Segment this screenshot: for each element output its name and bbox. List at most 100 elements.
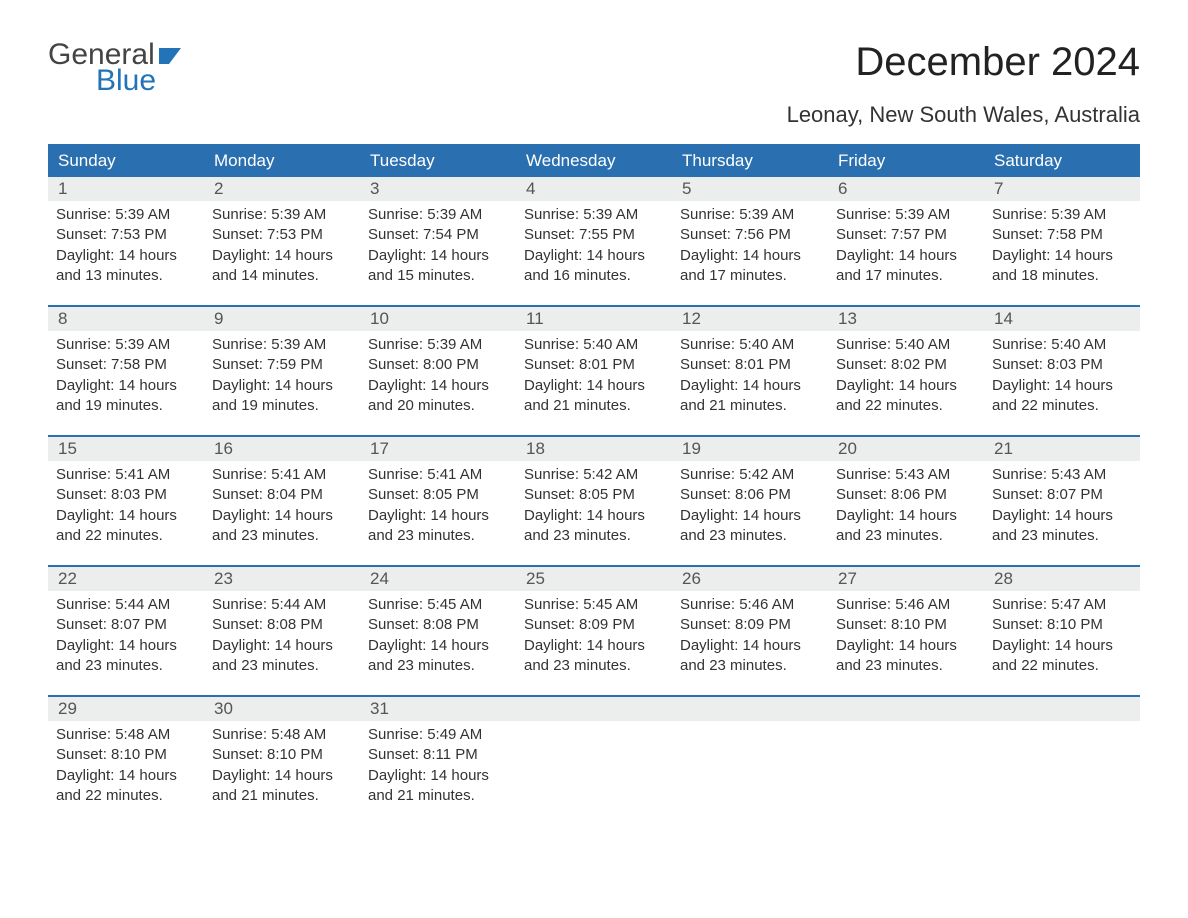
day-sunset: Sunset: 7:55 PM (524, 225, 664, 245)
day-sunset: Sunset: 8:05 PM (524, 485, 664, 505)
day-details: Sunrise: 5:48 AMSunset: 8:10 PMDaylight:… (204, 721, 360, 806)
calendar-day (828, 697, 984, 825)
day-number: 1 (48, 177, 204, 201)
day-dl1: Daylight: 14 hours (680, 636, 820, 656)
day-details: Sunrise: 5:40 AMSunset: 8:01 PMDaylight:… (672, 331, 828, 416)
calendar-day: 3Sunrise: 5:39 AMSunset: 7:54 PMDaylight… (360, 177, 516, 305)
day-number: 10 (360, 307, 516, 331)
day-number: 9 (204, 307, 360, 331)
day-dl1: Daylight: 14 hours (212, 766, 352, 786)
day-dl2: and 18 minutes. (992, 266, 1132, 286)
day-number: 17 (360, 437, 516, 461)
day-sunrise: Sunrise: 5:45 AM (524, 595, 664, 615)
day-details: Sunrise: 5:39 AMSunset: 7:55 PMDaylight:… (516, 201, 672, 286)
day-sunset: Sunset: 8:06 PM (836, 485, 976, 505)
day-dl1: Daylight: 14 hours (368, 506, 508, 526)
calendar-day: 7Sunrise: 5:39 AMSunset: 7:58 PMDaylight… (984, 177, 1140, 305)
day-sunset: Sunset: 8:03 PM (992, 355, 1132, 375)
day-details: Sunrise: 5:43 AMSunset: 8:06 PMDaylight:… (828, 461, 984, 546)
day-number: 19 (672, 437, 828, 461)
calendar-day: 6Sunrise: 5:39 AMSunset: 7:57 PMDaylight… (828, 177, 984, 305)
day-details: Sunrise: 5:41 AMSunset: 8:03 PMDaylight:… (48, 461, 204, 546)
days-of-week-row: Sunday Monday Tuesday Wednesday Thursday… (48, 145, 1140, 177)
day-details: Sunrise: 5:45 AMSunset: 8:08 PMDaylight:… (360, 591, 516, 676)
day-number: 26 (672, 567, 828, 591)
calendar-day: 13Sunrise: 5:40 AMSunset: 8:02 PMDayligh… (828, 307, 984, 435)
day-sunrise: Sunrise: 5:39 AM (992, 205, 1132, 225)
calendar-day (984, 697, 1140, 825)
day-number: 25 (516, 567, 672, 591)
day-sunrise: Sunrise: 5:41 AM (212, 465, 352, 485)
day-sunset: Sunset: 7:56 PM (680, 225, 820, 245)
day-dl2: and 19 minutes. (56, 396, 196, 416)
day-sunset: Sunset: 8:05 PM (368, 485, 508, 505)
day-sunrise: Sunrise: 5:46 AM (836, 595, 976, 615)
day-dl2: and 22 minutes. (992, 656, 1132, 676)
calendar-day: 10Sunrise: 5:39 AMSunset: 8:00 PMDayligh… (360, 307, 516, 435)
day-dl1: Daylight: 14 hours (992, 246, 1132, 266)
day-details: Sunrise: 5:40 AMSunset: 8:03 PMDaylight:… (984, 331, 1140, 416)
day-dl2: and 23 minutes. (368, 656, 508, 676)
day-details: Sunrise: 5:46 AMSunset: 8:09 PMDaylight:… (672, 591, 828, 676)
day-sunrise: Sunrise: 5:39 AM (680, 205, 820, 225)
day-sunrise: Sunrise: 5:44 AM (212, 595, 352, 615)
calendar-day: 31Sunrise: 5:49 AMSunset: 8:11 PMDayligh… (360, 697, 516, 825)
day-dl2: and 23 minutes. (680, 656, 820, 676)
calendar-day: 26Sunrise: 5:46 AMSunset: 8:09 PMDayligh… (672, 567, 828, 695)
day-sunrise: Sunrise: 5:42 AM (524, 465, 664, 485)
day-sunset: Sunset: 8:08 PM (368, 615, 508, 635)
day-dl2: and 15 minutes. (368, 266, 508, 286)
day-details: Sunrise: 5:45 AMSunset: 8:09 PMDaylight:… (516, 591, 672, 676)
day-details: Sunrise: 5:39 AMSunset: 7:57 PMDaylight:… (828, 201, 984, 286)
day-sunset: Sunset: 8:08 PM (212, 615, 352, 635)
day-sunrise: Sunrise: 5:40 AM (524, 335, 664, 355)
day-details: Sunrise: 5:39 AMSunset: 7:56 PMDaylight:… (672, 201, 828, 286)
day-sunrise: Sunrise: 5:40 AM (836, 335, 976, 355)
day-dl1: Daylight: 14 hours (524, 246, 664, 266)
day-sunrise: Sunrise: 5:40 AM (680, 335, 820, 355)
calendar-week: 1 Sunrise: 5:39 AM Sunset: 7:53 PM Daylight… (48, 177, 1140, 305)
day-sunrise: Sunrise: 5:48 AM (212, 725, 352, 745)
calendar-day: 12Sunrise: 5:40 AMSunset: 8:01 PMDayligh… (672, 307, 828, 435)
day-details (516, 721, 672, 795)
day-sunset: Sunset: 8:00 PM (368, 355, 508, 375)
day-number: 20 (828, 437, 984, 461)
day-number: 31 (360, 697, 516, 721)
day-dl1: Daylight: 14 hours (212, 376, 352, 396)
logo-flag-icon (159, 40, 187, 70)
dow-monday: Monday (204, 145, 360, 177)
calendar-week: 29Sunrise: 5:48 AMSunset: 8:10 PMDayligh… (48, 695, 1140, 825)
location-text: Leonay, New South Wales, Australia (48, 102, 1140, 128)
logo: General Blue (48, 40, 187, 96)
day-sunrise: Sunrise: 5:41 AM (56, 465, 196, 485)
day-sunrise: Sunrise: 5:39 AM (212, 335, 352, 355)
day-dl2: and 13 minutes. (56, 266, 196, 286)
day-dl1: Daylight: 14 hours (836, 376, 976, 396)
calendar-day: 8Sunrise: 5:39 AMSunset: 7:58 PMDaylight… (48, 307, 204, 435)
day-dl2: and 22 minutes. (56, 786, 196, 806)
day-sunset: Sunset: 8:01 PM (524, 355, 664, 375)
calendar-week: 8Sunrise: 5:39 AMSunset: 7:58 PMDaylight… (48, 305, 1140, 435)
day-sunset: Sunset: 8:09 PM (524, 615, 664, 635)
day-dl2: and 23 minutes. (368, 526, 508, 546)
day-dl1: Daylight: 14 hours (524, 636, 664, 656)
day-number: 15 (48, 437, 204, 461)
day-sunset: Sunset: 8:09 PM (680, 615, 820, 635)
day-dl1: Daylight: 14 hours (992, 376, 1132, 396)
day-dl2: and 20 minutes. (368, 396, 508, 416)
day-dl1: Daylight: 14 hours (836, 506, 976, 526)
day-sunrise: Sunrise: 5:39 AM (56, 335, 196, 355)
day-details: Sunrise: 5:42 AMSunset: 8:06 PMDaylight:… (672, 461, 828, 546)
day-number (984, 697, 1140, 721)
dow-wednesday: Wednesday (516, 145, 672, 177)
day-dl1: Daylight: 14 hours (836, 636, 976, 656)
day-dl1: Daylight: 14 hours (56, 766, 196, 786)
calendar: Sunday Monday Tuesday Wednesday Thursday… (48, 144, 1140, 825)
day-dl1: Daylight: 14 hours (56, 376, 196, 396)
day-dl2: and 21 minutes. (368, 786, 508, 806)
day-sunrise: Sunrise: 5:39 AM (836, 205, 976, 225)
day-number: 22 (48, 567, 204, 591)
day-sunset: Sunset: 7:54 PM (368, 225, 508, 245)
day-sunset: Sunset: 7:53 PM (212, 225, 352, 245)
day-sunrise: Sunrise: 5:45 AM (368, 595, 508, 615)
